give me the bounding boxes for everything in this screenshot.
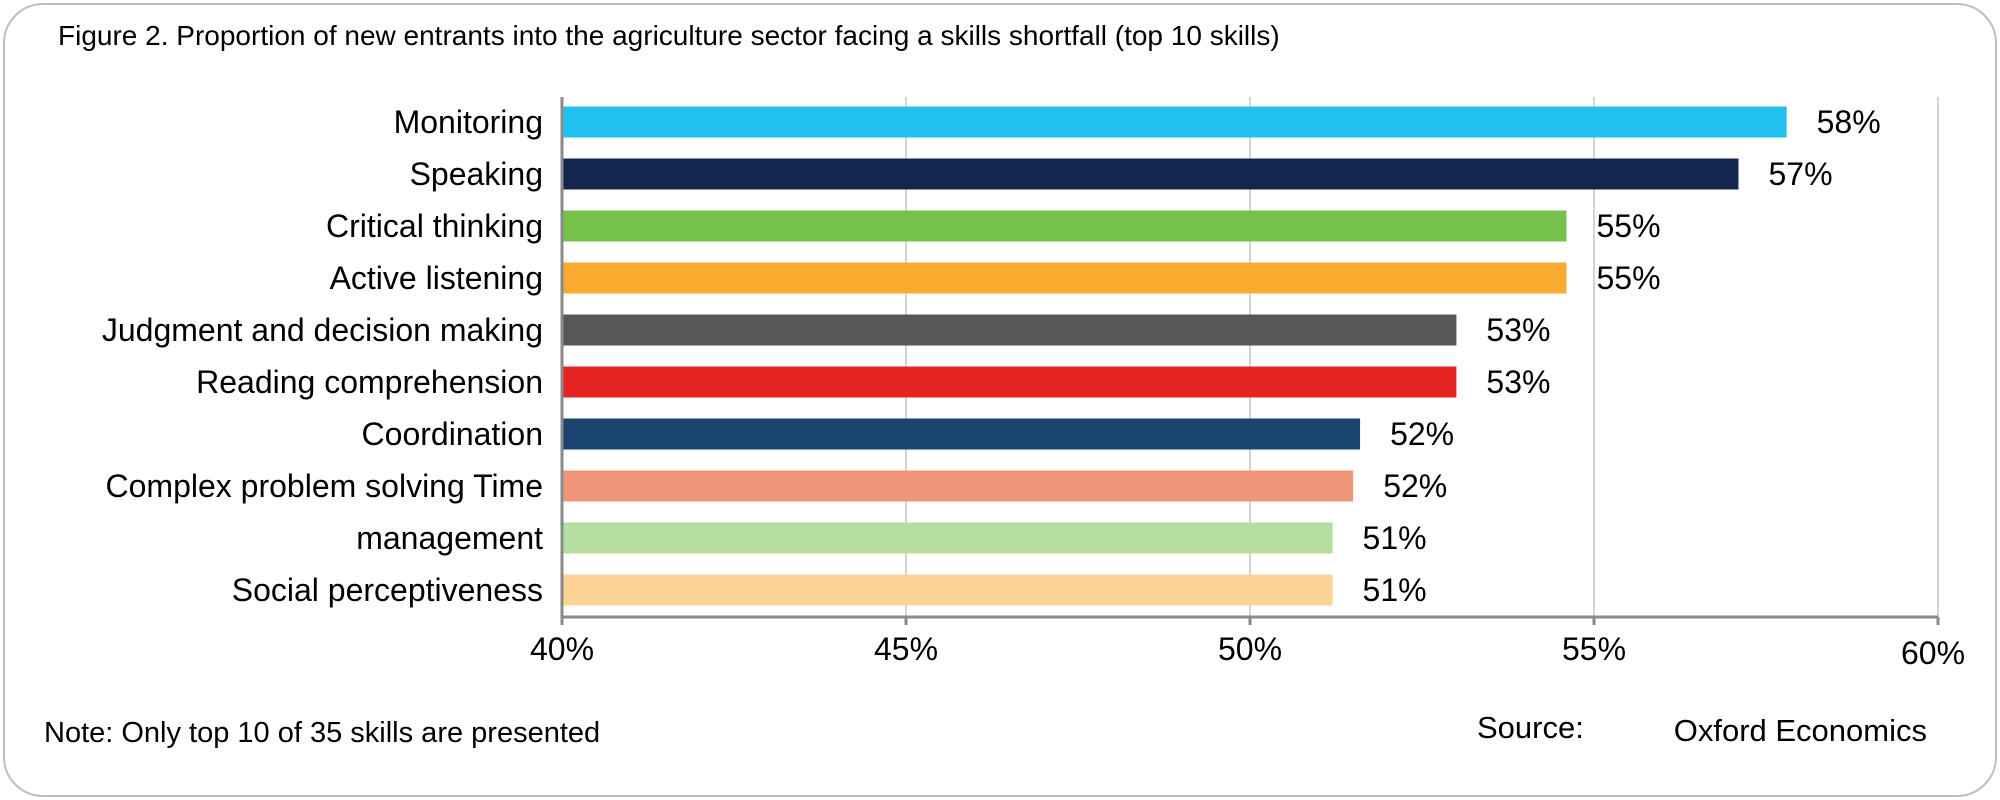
category-label: Speaking	[410, 156, 543, 192]
data-label: 51%	[1363, 520, 1427, 556]
bar-9	[562, 522, 1333, 554]
data-label: 55%	[1596, 208, 1660, 244]
category-label: Complex problem solving Time	[106, 468, 544, 504]
data-label: 53%	[1486, 312, 1550, 348]
chart-note: Note: Only top 10 of 35 skills are prese…	[44, 717, 601, 749]
data-label: 57%	[1768, 156, 1832, 192]
data-label: 53%	[1486, 364, 1550, 400]
source-value: Oxford Economics	[1673, 713, 1927, 748]
chart-title: Figure 2. Proportion of new entrants int…	[58, 20, 1280, 51]
bars	[562, 106, 1787, 606]
bar-3	[562, 210, 1567, 242]
category-label: management	[356, 520, 543, 556]
data-label: 52%	[1390, 416, 1454, 452]
category-label: Monitoring	[394, 104, 543, 140]
data-label: 52%	[1383, 468, 1447, 504]
bar-8	[562, 470, 1354, 502]
category-label: Coordination	[362, 416, 543, 452]
x-tick-label: 45%	[874, 631, 938, 667]
x-tick-label: 55%	[1562, 631, 1626, 667]
data-label: 55%	[1596, 260, 1660, 296]
data-label: 58%	[1817, 104, 1881, 140]
bar-1	[562, 106, 1787, 138]
bar-5	[562, 314, 1457, 346]
category-label: Social perceptiveness	[232, 572, 543, 608]
bar-10	[562, 574, 1333, 606]
x-tick-label: 40%	[530, 631, 594, 667]
bar-4	[562, 262, 1567, 294]
bar-6	[562, 366, 1457, 398]
category-label: Judgment and decision making	[102, 312, 543, 348]
labels: Monitoring 58% Speaking 57% Critical thinkin…	[102, 104, 1965, 671]
data-label: 51%	[1363, 572, 1427, 608]
source-label: Source:	[1477, 710, 1584, 745]
bar-2	[562, 158, 1739, 190]
bar-7	[562, 418, 1361, 450]
category-label: Active listening	[330, 260, 543, 296]
category-label: Critical thinking	[326, 208, 543, 244]
category-label: Reading comprehension	[196, 364, 543, 400]
axes	[560, 97, 1940, 625]
x-tick-label: 50%	[1218, 631, 1282, 667]
x-tick-label: 60%	[1901, 635, 1965, 671]
